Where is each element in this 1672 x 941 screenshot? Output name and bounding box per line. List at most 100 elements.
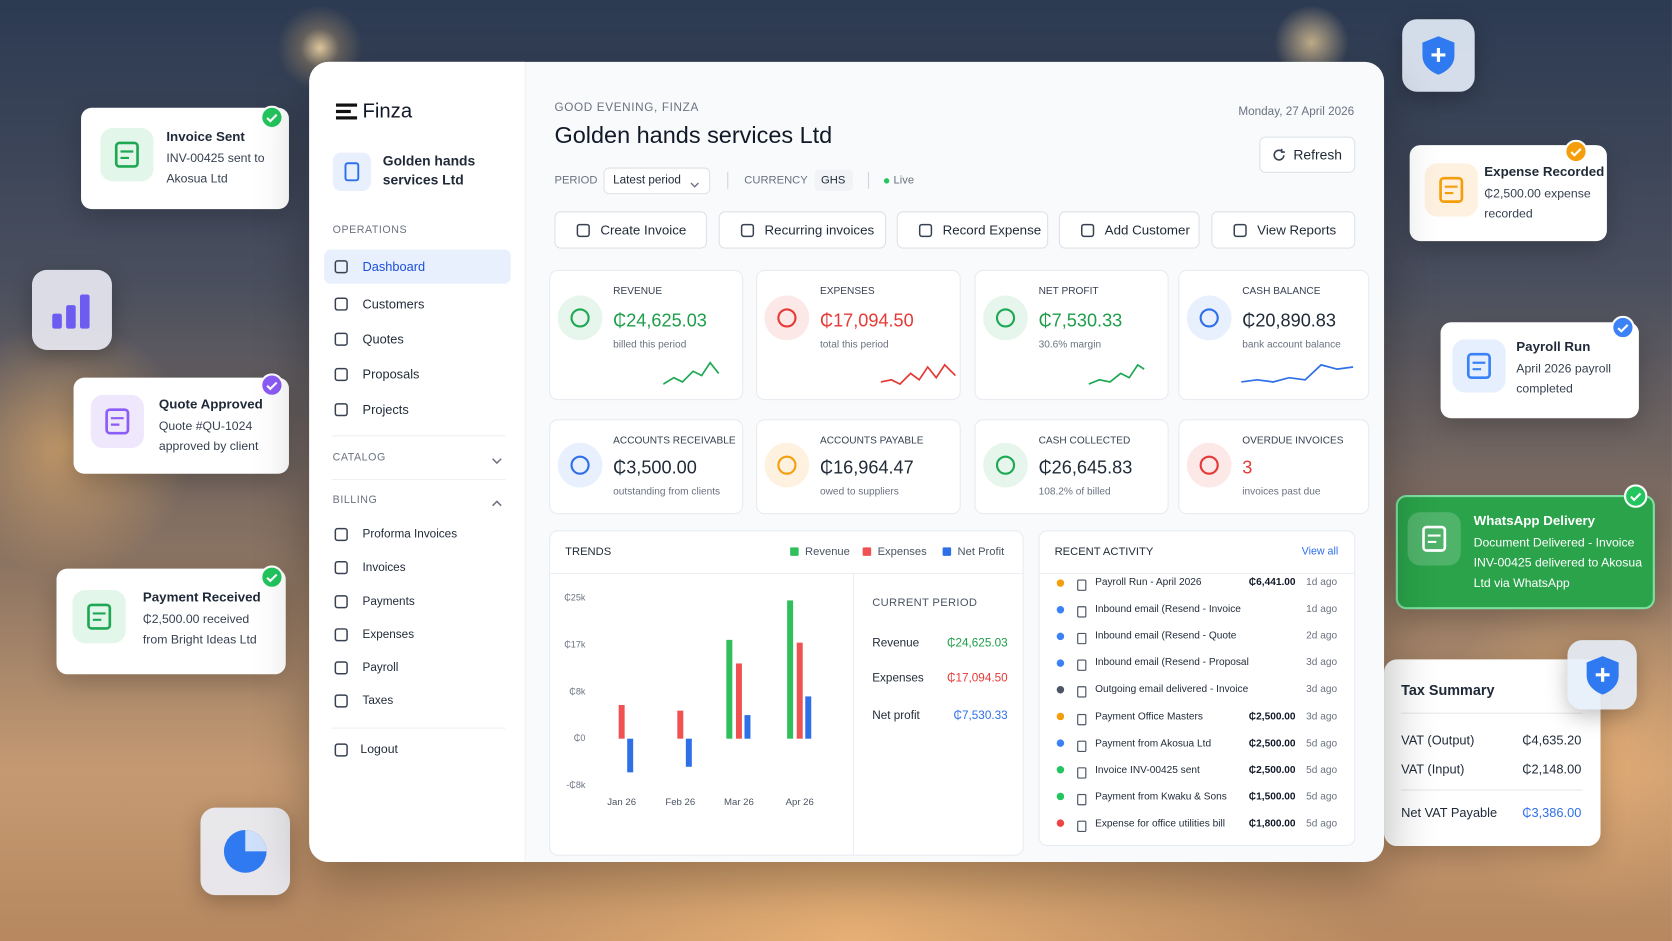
- notification-title: Payment Received: [142, 589, 261, 605]
- status-dot: [1056, 819, 1065, 828]
- icon-part: [260, 373, 284, 397]
- icon-part: [1452, 339, 1506, 393]
- notification-body: Document Delivered - Invoice INV-00425 d…: [1473, 536, 1643, 590]
- icon-part: [1077, 686, 1087, 699]
- view-all-link[interactable]: View all: [1301, 545, 1339, 558]
- action-button[interactable]: [1211, 211, 1356, 249]
- nav-item[interactable]: Payments: [362, 595, 415, 609]
- icon-part: [570, 308, 590, 328]
- icon: [1419, 34, 1457, 77]
- tax-label: VAT (Input): [1401, 761, 1465, 777]
- nav-item[interactable]: Proposals: [362, 367, 420, 382]
- kpi-label: REVENUE: [613, 285, 663, 298]
- bar: [685, 738, 692, 767]
- icon: [335, 103, 358, 120]
- icon: [492, 495, 503, 507]
- icon-part: [880, 363, 957, 386]
- brand: Finza: [362, 100, 413, 123]
- icon: [334, 693, 349, 708]
- icon-part: [1617, 324, 1629, 333]
- y-tick-label: ₵17k: [564, 639, 586, 649]
- icon-part: [1186, 295, 1232, 341]
- icon-part: [1077, 633, 1087, 645]
- bar: [744, 715, 751, 739]
- kpi-label: CASH BALANCE: [1242, 285, 1321, 298]
- icon-part: [1241, 363, 1354, 383]
- icon-part: [92, 612, 106, 621]
- icon-part: [1077, 793, 1087, 806]
- nav-item[interactable]: Invoices: [362, 561, 406, 574]
- icon-part: [576, 223, 590, 237]
- icon-part: [918, 223, 933, 237]
- legend-swatch: [862, 547, 872, 556]
- icon-part: [690, 182, 699, 188]
- sidebar: [309, 61, 526, 863]
- nav-item[interactable]: Quotes: [362, 331, 404, 347]
- icon-part: [1466, 352, 1491, 380]
- nav-item[interactable]: Proforma Invoices: [362, 528, 458, 541]
- action-label[interactable]: Create Invoice: [600, 222, 687, 238]
- divider: [1038, 572, 1356, 574]
- period-label: Revenue: [872, 636, 920, 650]
- icon-part: [332, 152, 372, 191]
- icon-part: [79, 294, 90, 329]
- status-dot: [1056, 605, 1065, 614]
- icon-part: [334, 661, 348, 675]
- bar: [726, 639, 733, 739]
- nav-item[interactable]: Taxes: [362, 694, 394, 708]
- icon-part: [334, 332, 348, 346]
- notification-body: April 2026 payroll completed: [1516, 362, 1612, 396]
- icon: [1611, 315, 1635, 340]
- kpi-subtext: 30.6% margin: [1038, 338, 1102, 351]
- x-tick-label: Feb 26: [665, 797, 695, 808]
- nav-item[interactable]: Dashboard: [362, 259, 426, 275]
- notification-title: WhatsApp Delivery: [1473, 513, 1596, 529]
- icon: [222, 828, 269, 875]
- nav-item[interactable]: Payroll: [362, 661, 399, 675]
- icon: [334, 332, 349, 347]
- bar: [677, 710, 684, 739]
- nav-item[interactable]: Projects: [362, 402, 409, 418]
- divider: [331, 727, 506, 729]
- icon-part: [334, 560, 348, 575]
- section-title: CATALOG: [332, 451, 386, 464]
- icon-part: [995, 308, 1016, 328]
- nav-item[interactable]: Customers: [362, 296, 425, 312]
- icon: [90, 394, 144, 449]
- activity-amount: ₵6,441.00: [1248, 576, 1296, 589]
- icon-part: [334, 367, 348, 382]
- activity-age: 3d ago: [1306, 683, 1338, 696]
- action-label[interactable]: Record Expense: [942, 222, 1042, 238]
- icon: [1407, 512, 1461, 566]
- action-label[interactable]: View Reports: [1257, 222, 1337, 238]
- action-label[interactable]: Recurring invoices: [764, 222, 875, 238]
- action-button[interactable]: [554, 211, 707, 249]
- icon-part: [1233, 223, 1247, 237]
- icon-part: [1233, 223, 1247, 237]
- nav-item[interactable]: Expenses: [362, 628, 415, 642]
- status-dot: [1056, 712, 1065, 721]
- icon: [1077, 711, 1087, 725]
- action-button[interactable]: [896, 211, 1049, 249]
- icon: [334, 367, 349, 382]
- icon-part: [983, 295, 1028, 341]
- icon-part: [983, 295, 1028, 341]
- icon-part: [335, 103, 358, 107]
- refresh-button[interactable]: [1259, 136, 1356, 173]
- action-label[interactable]: Add Customer: [1104, 222, 1190, 238]
- activity-name: Expense for office utilities bill: [1095, 817, 1225, 830]
- logout[interactable]: Logout: [360, 743, 398, 757]
- activity-age: 5d ago: [1306, 817, 1338, 830]
- icon-part: [1077, 766, 1087, 779]
- icon-part: [344, 162, 360, 182]
- period-value[interactable]: Latest period: [613, 173, 681, 187]
- period-select[interactable]: [603, 167, 711, 195]
- refresh-label[interactable]: Refresh: [1293, 146, 1342, 163]
- company-name: Golden hands services Ltd: [382, 152, 476, 188]
- action-button[interactable]: [718, 211, 887, 249]
- icon-part: [764, 295, 810, 341]
- icon-part: [1077, 740, 1087, 752]
- separator: [727, 171, 729, 189]
- divider: [1401, 789, 1583, 791]
- icon-part: [1077, 659, 1087, 672]
